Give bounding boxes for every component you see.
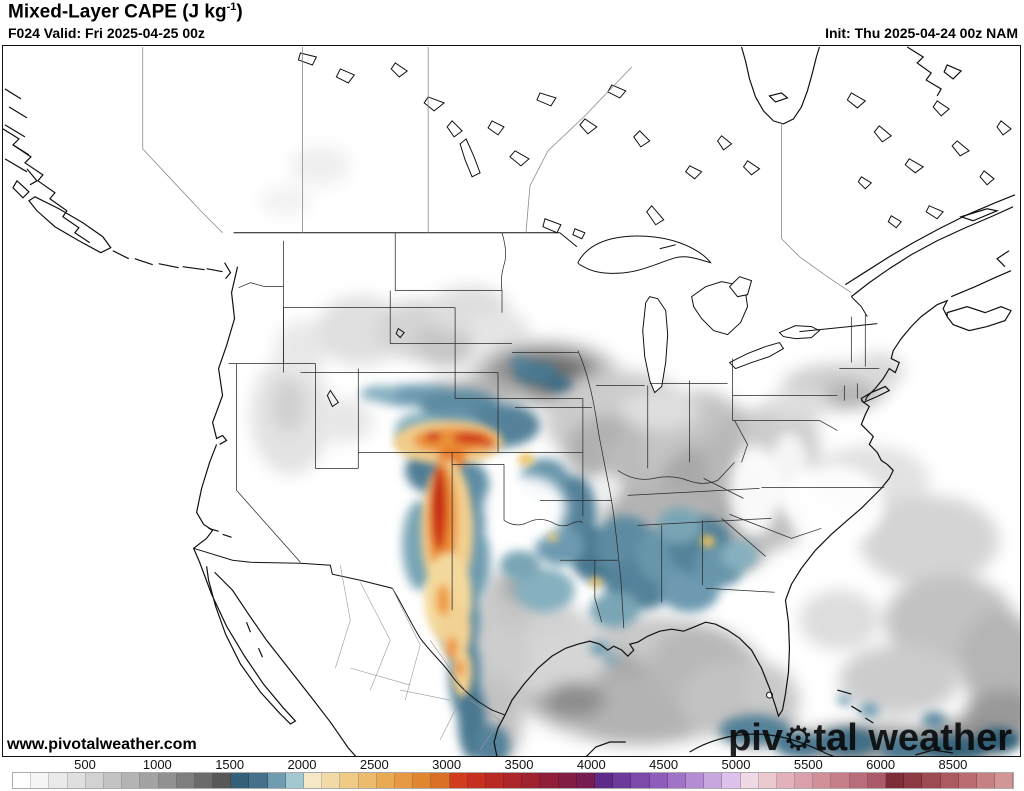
colorbar-cell [376, 773, 395, 788]
colorbar-cell [976, 773, 996, 788]
colorbar-cell [613, 773, 632, 788]
colorbar-cell [813, 773, 832, 788]
colorbar-cell [176, 773, 195, 788]
colorbar-cell [740, 773, 759, 788]
colorbar-cell [103, 773, 123, 788]
colorbar-cell [595, 773, 614, 788]
colorbar-cell [995, 773, 1014, 788]
colorbar-cell [758, 773, 777, 788]
colorbar-cells [12, 772, 1014, 789]
colorbar-tick-label: 2500 [359, 757, 389, 772]
colorbar-cell [231, 773, 250, 788]
state-borders [228, 232, 885, 629]
colorbar-tick-label: 4000 [576, 757, 606, 772]
colorbar-cell [394, 773, 414, 788]
colorbar-tick-label: 8500 [938, 757, 968, 772]
colorbar-tick-label: 500 [74, 757, 96, 772]
colorbar-cell [886, 773, 905, 788]
colorbar-tick-label: 3500 [504, 757, 534, 772]
colorbar-cell [522, 773, 541, 788]
colorbar-tick-label: 5500 [793, 757, 823, 772]
colorbar-tick-label: 1000 [142, 757, 172, 772]
colorbar-cell [140, 773, 159, 788]
colorbar-cell [67, 773, 86, 788]
colorbar-cell [922, 773, 941, 788]
colorbar-cell [667, 773, 686, 788]
colorbar-cell [413, 773, 432, 788]
canadian-lakes [297, 52, 1012, 408]
weather-map-canvas [3, 46, 1020, 756]
colorbar-cell [576, 773, 595, 788]
colorbar-cell [904, 773, 923, 788]
colorbar-cell [213, 773, 232, 788]
national-borders [193, 232, 878, 716]
colorbar-cell [322, 773, 341, 788]
colorbar-cell [940, 773, 959, 788]
colorbar-cell [449, 773, 468, 788]
colorbar-cell [85, 773, 104, 788]
colorbar-cell [540, 773, 559, 788]
cape-hole-oklahoma [483, 475, 567, 542]
gear-icon: ⚙ [782, 720, 814, 757]
colorbar-cell [958, 773, 977, 788]
colorbar-cell [13, 773, 32, 788]
colorbar: 500 1000 1500 2000 2500 3000 3500 4000 4500 5000 5… [0, 757, 1024, 791]
colorbar-cell [249, 773, 268, 788]
weather-map: www.pivotalweather.com piv⚙tal weather [2, 45, 1021, 757]
colorbar-cell [267, 773, 286, 788]
colorbar-tick-label: 6000 [866, 757, 896, 772]
colorbar-tick-label: 1500 [215, 757, 245, 772]
page-title: Mixed-Layer CAPE (J kg-1) [8, 1, 243, 23]
header: Mixed-Layer CAPE (J kg-1) F024 Valid: Fr… [0, 0, 1024, 45]
colorbar-labels: 500 1000 1500 2000 2500 3000 3500 4000 4500 5000 5… [12, 757, 1012, 772]
colorbar-cell [704, 773, 723, 788]
colorbar-cell [194, 773, 214, 788]
pivotal-weather-logo: piv⚙tal weather [728, 717, 1012, 757]
colorbar-tick-label: 5000 [721, 757, 751, 772]
colorbar-cell [49, 773, 68, 788]
colorbar-tick-label: 3000 [432, 757, 462, 772]
great-lakes [577, 235, 821, 699]
colorbar-cell [685, 773, 705, 788]
colorbar-cell [358, 773, 377, 788]
colorbar-cell [122, 773, 141, 788]
watermark-url: www.pivotalweather.com [7, 736, 197, 753]
colorbar-tick-label: 2000 [287, 757, 317, 772]
cape-white-holes [586, 432, 885, 546]
colorbar-cell [304, 773, 323, 788]
logo-text-1: piv [728, 717, 783, 757]
colorbar-cell [631, 773, 650, 788]
coastlines [3, 46, 1016, 756]
colorbar-cell [158, 773, 177, 788]
forecast-valid-time: F024 Valid: Fri 2025-04-25 00z [8, 25, 205, 41]
colorbar-cell [285, 773, 304, 788]
colorbar-cell [485, 773, 505, 788]
colorbar-cell [867, 773, 886, 788]
colorbar-cell [831, 773, 850, 788]
colorbar-cell [31, 773, 50, 788]
colorbar-cell [722, 773, 741, 788]
mexican-state-borders [335, 565, 501, 751]
colorbar-cell [558, 773, 577, 788]
colorbar-cell [431, 773, 450, 788]
colorbar-tick-label: 4500 [649, 757, 679, 772]
colorbar-cell [795, 773, 814, 788]
colorbar-cell [340, 773, 359, 788]
colorbar-cell [504, 773, 523, 788]
colorbar-cell [649, 773, 668, 788]
colorbar-cell [776, 773, 796, 788]
logo-text-2: tal weather [813, 717, 1012, 757]
title-superscript: -1 [226, 1, 237, 13]
colorbar-cell [849, 773, 868, 788]
colorbar-cell [467, 773, 486, 788]
model-init-time: Init: Thu 2025-04-24 00z NAM [825, 25, 1018, 41]
province-borders [142, 46, 852, 293]
